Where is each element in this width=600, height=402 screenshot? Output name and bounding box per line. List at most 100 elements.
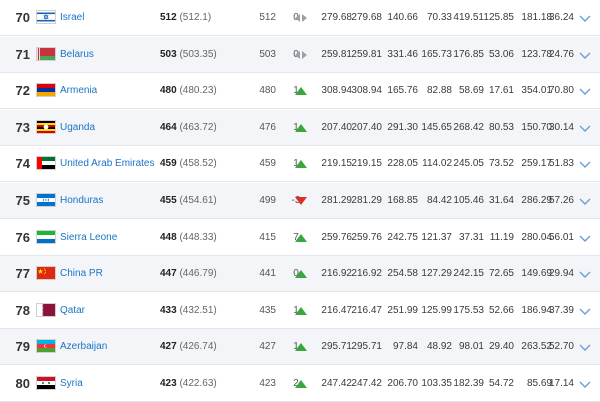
chevron-down-icon[interactable]: [578, 304, 592, 318]
team-name-link[interactable]: Israel: [60, 12, 85, 23]
flag-china-icon: [36, 266, 56, 281]
points-value-cell: 57.26: [548, 195, 574, 206]
points-value-cell: 216.92: [351, 268, 382, 280]
chevron-down-icon[interactable]: [578, 194, 592, 208]
points-value-cell: 36.24: [548, 12, 574, 23]
points-value-cell: 251.99: [387, 304, 418, 316]
previous-points-cell: 459: [259, 158, 276, 170]
team-name-link[interactable]: Honduras: [60, 195, 104, 206]
rank-cell: 73: [15, 119, 30, 135]
flag-azerbaijan-icon: [36, 339, 56, 354]
total-points: 423: [160, 378, 177, 389]
points-value-cell: 114.02: [422, 158, 452, 170]
points-value-cell: 29.94: [548, 268, 574, 280]
rank-cell: 76: [15, 229, 30, 245]
points-value-cell: 245.05: [453, 158, 484, 170]
rank-change-cell: 7: [293, 231, 299, 243]
total-points-cell: 427 (426.74): [160, 329, 240, 365]
points-value-cell: 70.80: [548, 85, 574, 97]
points-value-cell: 268.42: [453, 121, 484, 133]
chevron-down-icon[interactable]: [578, 157, 592, 171]
rank-cell: 77: [15, 266, 30, 282]
table-row[interactable]: 73 Uganda 464 (463.72) 476 1 207.40 207.40 291.…: [0, 109, 600, 146]
points-value-cell: 121.37: [421, 231, 452, 243]
total-points: 464: [160, 121, 177, 133]
flag-sierra-leone-icon: [36, 229, 56, 244]
team-name-link[interactable]: Azerbaijan: [60, 341, 108, 353]
points-value-cell: 11.19: [489, 231, 514, 243]
points-value-cell: 286.29: [521, 195, 552, 206]
flag-belarus-icon: [36, 46, 56, 61]
table-row[interactable]: 78 Qatar 433 (432.51) 435 1 216.47 216.47 251.9…: [0, 293, 600, 329]
rank-cell: 70: [15, 10, 30, 25]
table-row[interactable]: 75 Honduras 455 (454.61) 499 -3 281.29 281.29 1…: [0, 183, 600, 219]
total-points: 455: [160, 195, 177, 206]
previous-points-cell: 512: [259, 12, 276, 23]
total-points: 447: [160, 268, 177, 280]
points-value-cell: 52.70: [548, 341, 574, 353]
team-name-link[interactable]: China PR: [60, 268, 103, 280]
chevron-down-icon[interactable]: [578, 377, 592, 391]
total-points: 427: [160, 341, 177, 353]
rank-change-cell: 0: [293, 268, 299, 280]
chevron-down-icon[interactable]: [578, 267, 592, 281]
team-name-link[interactable]: Sierra Leone: [60, 231, 118, 243]
team-name-link[interactable]: Syria: [60, 378, 83, 389]
points-value-cell: 98.01: [458, 341, 484, 353]
flag-honduras-icon: [36, 193, 56, 207]
team-name-link[interactable]: Uganda: [60, 121, 96, 133]
trend-up-icon: [295, 160, 307, 169]
flag-uae-icon: [36, 156, 56, 171]
points-value-cell: 242.75: [387, 231, 418, 243]
points-value-cell: 48.92: [426, 341, 452, 353]
total-points: 448: [160, 231, 177, 243]
table-row[interactable]: 77 China PR 447 (446.79) 441 0 216.92 216.92 25…: [0, 256, 600, 293]
total-points-cell: 480 (480.23): [160, 73, 240, 109]
points-value-cell: 247.42: [321, 378, 352, 389]
table-row[interactable]: 79 Azerbaijan 427 (426.74) 427 1 295.71 295.71…: [0, 329, 600, 366]
points-value-cell: 58.69: [458, 85, 484, 97]
chevron-down-icon[interactable]: [578, 84, 592, 98]
trend-up-icon: [295, 343, 307, 352]
points-value-cell: 216.92: [321, 268, 352, 280]
total-points: 433: [160, 304, 177, 316]
points-value-cell: 186.94: [521, 304, 552, 316]
points-value-cell: 175.53: [453, 304, 484, 316]
points-value-cell: 103.35: [421, 378, 452, 389]
chevron-down-icon[interactable]: [578, 48, 592, 62]
points-value-cell: 331.46: [387, 48, 418, 60]
team-name-link[interactable]: Qatar: [60, 304, 86, 316]
chevron-down-icon[interactable]: [578, 231, 592, 245]
points-value-cell: 54.72: [488, 378, 514, 389]
chevron-down-icon[interactable]: [578, 340, 592, 354]
points-value-cell: 123.78: [521, 48, 552, 60]
chevron-down-icon[interactable]: [578, 11, 592, 25]
rank-change-cell: -3: [291, 195, 301, 206]
total-points-cell: 433 (432.51): [160, 293, 240, 329]
points-value-cell: 70.33: [426, 12, 452, 23]
points-value-cell: 165.76: [387, 85, 418, 97]
trend-up-icon: [295, 306, 307, 315]
points-value-cell: 30.14: [548, 121, 574, 133]
team-name-link[interactable]: United Arab Emirates: [60, 158, 155, 170]
table-row[interactable]: 74 United Arab Emirates 459 (458.52) 459 1 21…: [0, 146, 600, 183]
points-value-cell: 207.40: [321, 121, 352, 133]
team-name-link[interactable]: Armenia: [60, 85, 98, 97]
points-value-cell: 419.51: [453, 12, 484, 23]
team-name-link[interactable]: Belarus: [60, 48, 94, 60]
table-row[interactable]: 76 Sierra Leone 448 (448.33) 415 7 259.76 259.…: [0, 220, 600, 256]
points-value-cell: 140.66: [387, 12, 418, 23]
total-points: 459: [160, 158, 177, 170]
points-value-cell: 176.85: [453, 48, 484, 60]
total-points-cell: 464 (463.72): [160, 110, 240, 146]
total-points-cell: 503 (503.35): [160, 37, 240, 73]
table-row[interactable]: 72 Armenia 480 (480.23) 480 1 308.94 308.94 165…: [0, 73, 600, 110]
total-points-exact: (512.1): [179, 12, 212, 23]
chevron-down-icon[interactable]: [578, 121, 592, 135]
points-value-cell: 279.68: [321, 12, 352, 23]
table-row[interactable]: 80 Syria 423 (422.63) 423 2 247.42 247.42 206.7…: [0, 366, 600, 402]
flag-armenia-icon: [36, 83, 56, 98]
